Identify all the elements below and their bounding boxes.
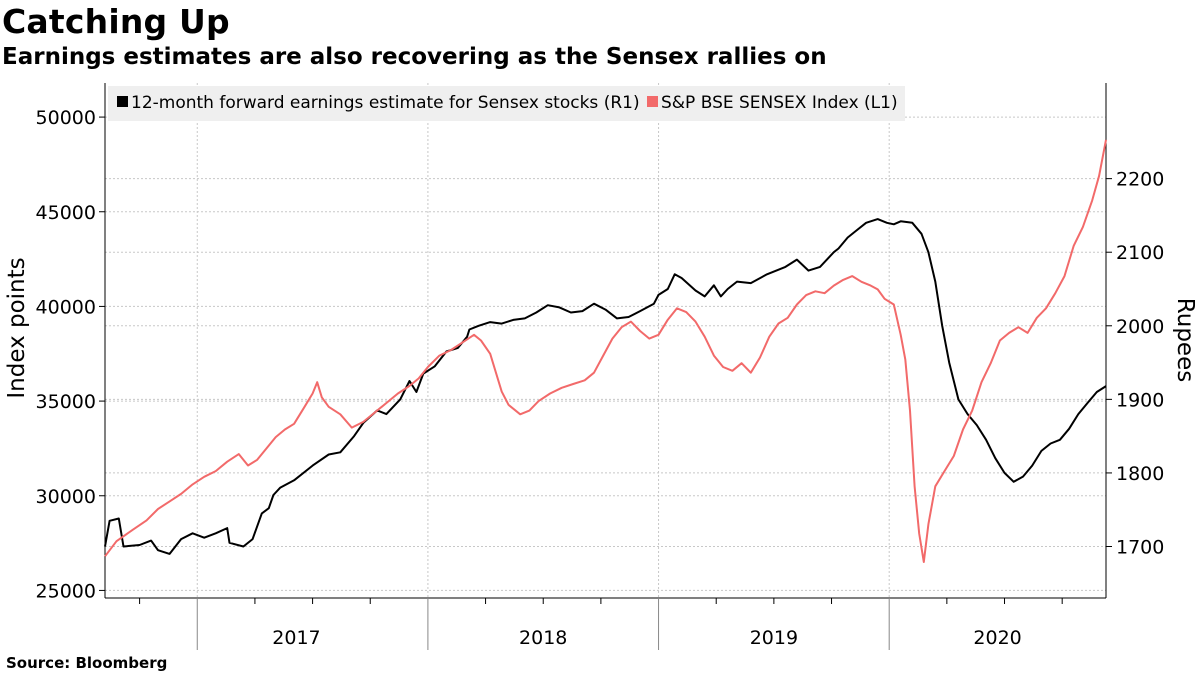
x-tick-label: 2017 (272, 627, 320, 649)
left-tick-label: 35000 (36, 391, 96, 413)
source-note: Source: Bloomberg (6, 654, 168, 672)
grid-lines (105, 83, 1106, 598)
left-y-axis: 25000 30000 35000 40000 45000 50000 (36, 83, 106, 602)
right-tick-label: 2100 (1116, 242, 1164, 264)
x-tick-label: 2020 (973, 627, 1021, 649)
earnings-series-line (104, 218, 1107, 555)
chart-subtitle: Earnings estimates are also recovering a… (2, 44, 827, 70)
left-tick-label: 45000 (36, 202, 96, 224)
left-tick-label: 25000 (36, 580, 96, 602)
series-lines (104, 139, 1107, 563)
left-tick-label: 40000 (36, 296, 96, 318)
left-axis-label: Index points (4, 257, 30, 398)
left-tick-label: 30000 (36, 486, 96, 508)
right-axis-label: Rupees (1172, 298, 1198, 382)
x-axis: 2017 2018 2019 2020 (105, 597, 1106, 650)
x-tick-label: 2019 (750, 627, 798, 649)
legend-swatch-sensex (647, 96, 658, 107)
legend: 12-month forward earnings estimate for S… (108, 86, 905, 121)
legend-label-sensex: S&P BSE SENSEX Index (L1) (661, 93, 898, 113)
legend-label-earnings: 12-month forward earnings estimate for S… (131, 93, 640, 113)
right-tick-label: 2000 (1116, 316, 1164, 338)
left-tick-label: 50000 (36, 107, 96, 129)
sensex-series-line (104, 139, 1107, 563)
x-tick-label: 2018 (519, 627, 567, 649)
right-tick-label: 1800 (1116, 463, 1164, 485)
right-y-axis: 1700 1800 1900 2000 2100 2200 (1105, 83, 1164, 598)
right-tick-label: 1700 (1116, 537, 1164, 559)
chart-title: Catching Up (2, 2, 230, 41)
right-tick-label: 1900 (1116, 389, 1164, 411)
legend-swatch-earnings (117, 96, 128, 107)
legend-background (108, 86, 905, 121)
right-tick-label: 2200 (1116, 169, 1164, 191)
